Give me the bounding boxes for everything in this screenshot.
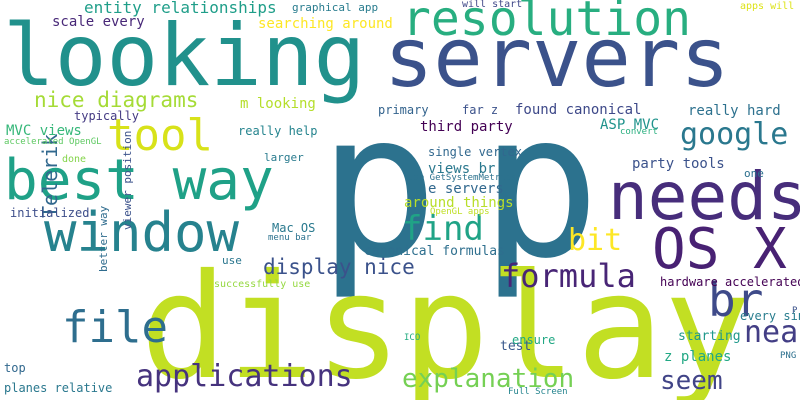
cloud-word: best way <box>4 148 274 213</box>
cloud-word: resolution <box>402 0 691 47</box>
cloud-word: single vertex <box>428 145 522 159</box>
cloud-word: find <box>402 209 484 249</box>
cloud-word: top <box>4 361 26 375</box>
cloud-word: successfully use <box>214 279 311 290</box>
cloud-word: searching around <box>258 16 393 32</box>
cloud-word: P <box>792 306 798 316</box>
cloud-word: better way <box>97 205 110 272</box>
cloud-word: window <box>44 201 240 264</box>
cloud-word: use <box>222 254 242 267</box>
cloud-word: p <box>318 70 439 303</box>
cloud-word: ensure <box>512 333 556 347</box>
cloud-word: done <box>62 154 87 165</box>
cloud-word: ASP MVC <box>600 117 660 133</box>
cloud-word: br <box>708 273 764 327</box>
cloud-word: canonical formulas <box>364 244 505 259</box>
cloud-word: test <box>500 339 532 354</box>
cloud-word: found canonical <box>515 102 642 118</box>
cloud-word: starting <box>678 329 741 344</box>
cloud-word: ICO <box>404 333 421 343</box>
cloud-word: m looking <box>240 96 316 112</box>
cloud-word: initialized <box>10 206 90 220</box>
cloud-word: really help <box>238 124 318 138</box>
cloud-word: typically <box>74 109 140 123</box>
cloud-word: larger <box>264 151 304 164</box>
cloud-word: hardware accelerated <box>660 275 800 289</box>
cloud-word: party tools <box>632 156 725 172</box>
cloud-word: around things <box>404 195 514 211</box>
cloud-word: Full Screen <box>508 387 568 397</box>
cloud-word: viewer position <box>121 130 134 230</box>
cloud-word: entity relationships <box>84 0 277 17</box>
cloud-word: primary <box>378 103 429 117</box>
cloud-word: scale every <box>52 14 145 30</box>
cloud-word: seem <box>660 366 723 396</box>
cloud-word: applications <box>136 359 353 394</box>
cloud-word: OpenGL apps <box>430 207 490 217</box>
cloud-word: use GetSystemMetrics <box>408 173 517 183</box>
cloud-word: MVC views <box>6 123 82 139</box>
cloud-word: needs <box>608 158 800 235</box>
cloud-word: looking <box>3 6 366 106</box>
cloud-word: file <box>62 302 168 353</box>
cloud-word: near <box>744 315 800 350</box>
cloud-word: OS X <box>652 217 787 282</box>
cloud-word: tool <box>107 110 213 161</box>
cloud-word: accelerated OpenGL <box>4 137 102 147</box>
cloud-word: far z <box>462 103 499 117</box>
cloud-word: apps will <box>740 1 795 12</box>
cloud-word: third party <box>420 119 513 135</box>
cloud-word: Mac OS <box>272 221 316 235</box>
cloud-word: nice diagrams <box>34 88 199 112</box>
cloud-word: convert <box>620 127 658 137</box>
cloud-word: PNG <box>780 351 797 361</box>
cloud-word: planes relative <box>4 381 113 395</box>
cloud-word: servers <box>384 11 730 106</box>
cloud-word: menu bar <box>268 233 312 243</box>
cloud-word: explanation <box>402 364 575 394</box>
cloud-word: will start <box>462 0 523 10</box>
cloud-word: graphical app <box>292 1 379 14</box>
cloud-word: really hard <box>688 103 781 119</box>
cloud-word: display nice <box>263 255 415 279</box>
cloud-word: google <box>680 117 789 152</box>
cloud-word: views br <box>428 161 496 177</box>
cloud-word: every single <box>740 309 800 323</box>
cloud-word: one <box>744 167 764 180</box>
cloud-word: e servers <box>428 181 504 197</box>
cloud-word: p <box>480 70 601 303</box>
cloud-word: formula <box>501 257 636 295</box>
cloud-word: z planes <box>664 349 732 365</box>
cloud-word: bit <box>568 223 623 258</box>
cloud-word: display <box>140 243 752 400</box>
